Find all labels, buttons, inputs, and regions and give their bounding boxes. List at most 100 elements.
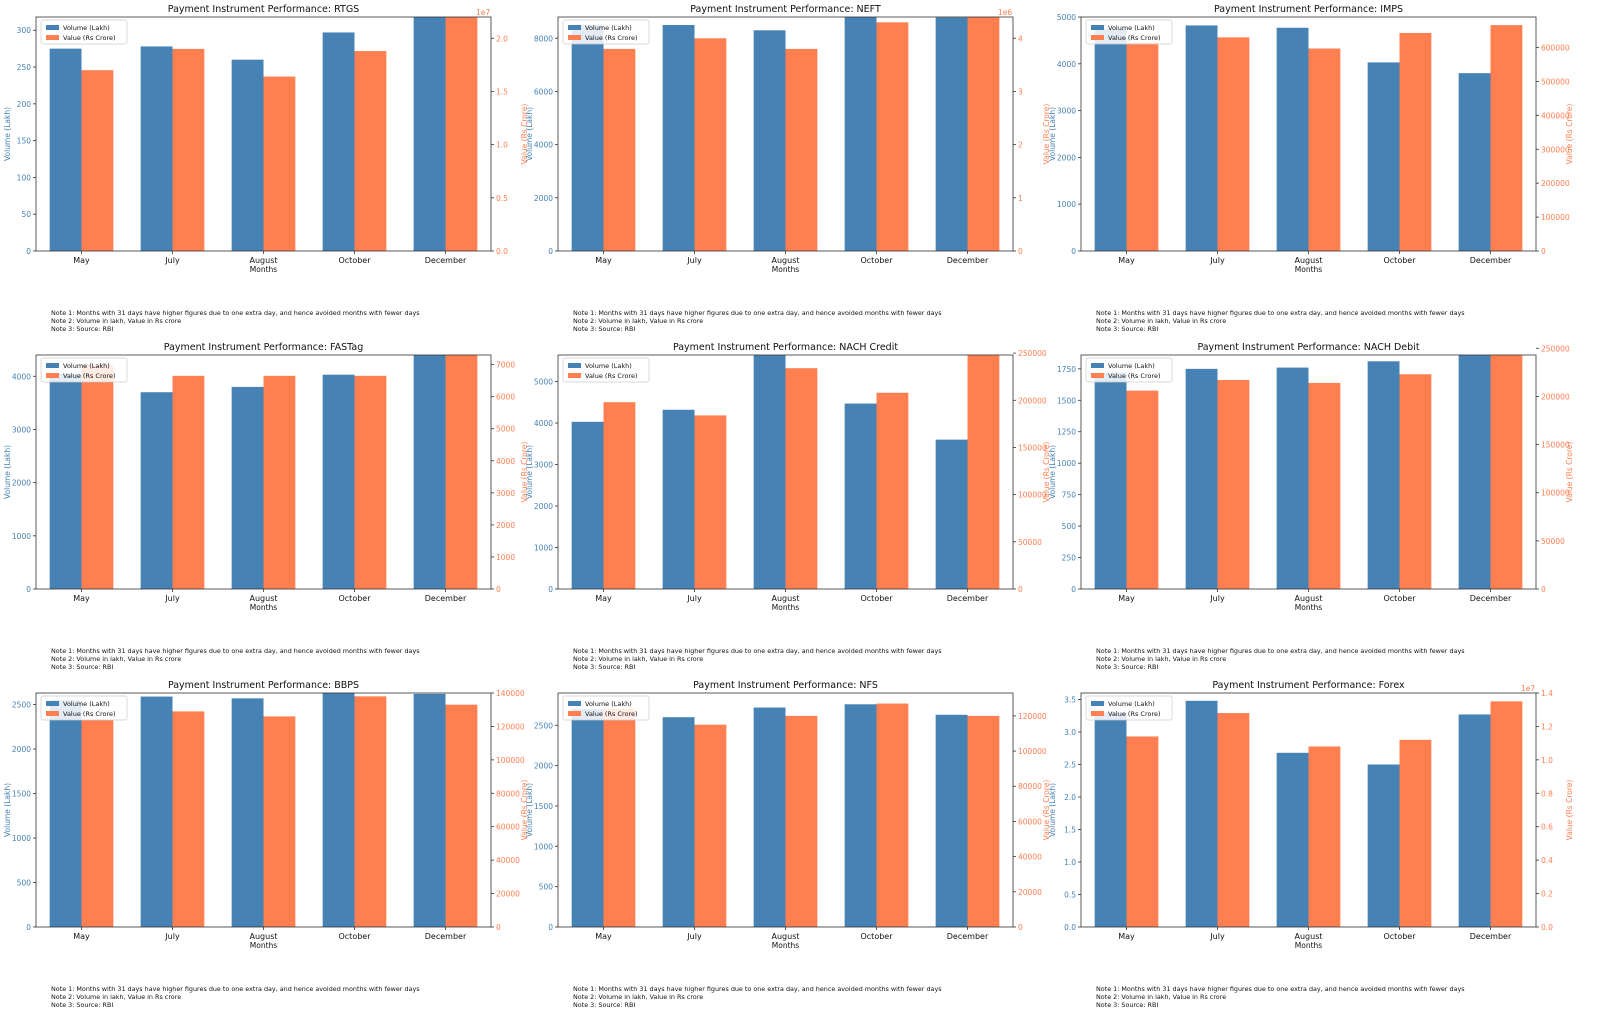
bar-volume [140, 46, 173, 252]
x-tick-label: October [860, 594, 893, 603]
y2-tick-label: 100000 [496, 756, 525, 765]
legend-swatch [46, 35, 59, 40]
note-line: Note 2: Volume in lakh, Value in Rs cror… [51, 655, 182, 663]
legend-entry: Value (Rs Crore) [1108, 710, 1161, 718]
y2-tick-label: 0.4 [1541, 856, 1553, 865]
y-tick-label: 1.0 [1064, 858, 1076, 867]
x-tick-label: August [772, 256, 800, 265]
legend: Volume (Lakh) Value (Rs Crore) [1085, 19, 1173, 45]
x-axis-label: Months [1295, 941, 1323, 950]
y-tick-label: 150 [17, 137, 32, 146]
note-line: Note 3: Source: RBI [1096, 663, 1159, 671]
x-tick-label: October [860, 256, 893, 265]
bar-volume [844, 17, 877, 251]
bar-value [172, 48, 205, 252]
bar-value [1490, 355, 1523, 589]
bar-volume [1458, 73, 1491, 251]
bar-volume [413, 693, 446, 927]
bar-volume [571, 421, 604, 589]
y2-offset-label: 1e7 [1521, 684, 1535, 693]
note-line: Note 1: Months with 31 days have higher … [1096, 985, 1465, 993]
legend-entry: Value (Rs Crore) [63, 710, 116, 718]
chart-title: Payment Instrument Performance: NEFT [690, 4, 881, 15]
legend-entry: Volume (Lakh) [1108, 24, 1155, 32]
y2-tick-label: 1.5 [496, 87, 508, 96]
y2-tick-label: 300000 [1541, 145, 1570, 154]
x-tick-label: July [164, 594, 180, 603]
y2-offset-label: 1e6 [998, 8, 1012, 17]
y2-tick-label: 600000 [1541, 44, 1570, 53]
y-tick-label: 500 [539, 883, 554, 892]
plot-frame [35, 16, 492, 252]
bar-chart: Payment Instrument Performance: NFS May Ju… [525, 680, 1051, 950]
y2-axis-label: Value (Rs Crore) [1565, 442, 1574, 503]
y-tick-label: 2000 [1057, 153, 1076, 162]
y-tick-label: 500 [1062, 522, 1077, 531]
chart-panel: Payment Instrument Performance: NFS May Ju… [522, 676, 1055, 1021]
legend-entry: Volume (Lakh) [63, 24, 110, 32]
y2-tick-label: 80000 [496, 789, 520, 798]
y2-tick-label: 200000 [1541, 179, 1570, 188]
note-line: Note 2: Volume in lakh, Value in Rs cror… [1096, 655, 1227, 663]
note-line: Note 3: Source: RBI [51, 325, 114, 333]
bar-value [263, 375, 296, 589]
chart-title: Payment Instrument Performance: RTGS [168, 4, 359, 15]
note-line: Note 3: Source: RBI [573, 325, 636, 333]
y-tick-label: 0 [1071, 585, 1076, 594]
legend-entry: Volume (Lakh) [63, 700, 110, 708]
y2-tick-label: 0 [1018, 585, 1023, 594]
bar-value [785, 715, 818, 927]
y2-tick-label: 150000 [1541, 441, 1570, 450]
y2-tick-label: 7000 [496, 361, 515, 370]
legend-swatch [46, 711, 59, 716]
x-axis-label: Months [1295, 603, 1323, 612]
y-tick-label: 0 [26, 247, 31, 256]
y-tick-label: 50 [21, 210, 31, 219]
y-tick-label: 2500 [12, 701, 31, 710]
y2-axis-label: Value (Rs Crore) [1042, 442, 1051, 503]
y-tick-label: 1500 [12, 790, 31, 799]
bar-value [694, 38, 727, 251]
chart-panel: Payment Instrument Performance: NEFT May J… [522, 0, 1055, 345]
x-tick-label: August [772, 594, 800, 603]
y2-tick-label: 20000 [1018, 888, 1042, 897]
chart-notes: Note 1: Months with 31 days have higher … [51, 985, 420, 1009]
y-tick-label: 0.0 [1064, 923, 1076, 932]
x-tick-label: May [1118, 932, 1135, 941]
bar-chart: Payment Instrument Performance: RTGS May J… [3, 4, 529, 274]
bar-volume [662, 717, 695, 927]
bar-volume [413, 17, 446, 251]
plot-frame [1080, 16, 1537, 252]
x-tick-label: August [1295, 932, 1323, 941]
y2-tick-label: 120000 [496, 722, 525, 731]
y-tick-label: 1000 [534, 842, 553, 851]
y-tick-label: 8000 [534, 34, 553, 43]
bar-value [967, 355, 1000, 589]
y2-tick-label: 4000 [496, 457, 515, 466]
bar-volume [1094, 712, 1127, 927]
bar-chart: Payment Instrument Performance: NEFT May J… [525, 4, 1051, 274]
x-tick-label: July [164, 256, 180, 265]
x-tick-label: December [425, 256, 467, 265]
note-line: Note 3: Source: RBI [1096, 325, 1159, 333]
legend: Volume (Lakh) Value (Rs Crore) [40, 19, 128, 45]
legend-entry: Value (Rs Crore) [585, 34, 638, 42]
y2-tick-label: 500000 [1541, 77, 1570, 86]
bar-value [1490, 25, 1523, 251]
bar-value [1399, 32, 1432, 251]
y2-tick-label: 0 [496, 585, 501, 594]
y2-tick-label: 50000 [1018, 538, 1042, 547]
bar-value [785, 48, 818, 252]
bar-chart: Payment Instrument Performance: FASTag Ma… [3, 342, 529, 612]
y-tick-label: 3.0 [1064, 728, 1076, 737]
y2-tick-label: 250000 [1541, 344, 1570, 353]
y2-tick-label: 6000 [496, 393, 515, 402]
x-tick-label: May [1118, 256, 1135, 265]
plot-frame [35, 692, 492, 928]
bar-value [785, 368, 818, 589]
y-tick-label: 5000 [1057, 13, 1076, 22]
note-line: Note 1: Months with 31 days have higher … [573, 647, 942, 655]
x-tick-label: October [1383, 932, 1416, 941]
legend-entry: Volume (Lakh) [1108, 700, 1155, 708]
y-tick-label: 750 [1062, 491, 1077, 500]
